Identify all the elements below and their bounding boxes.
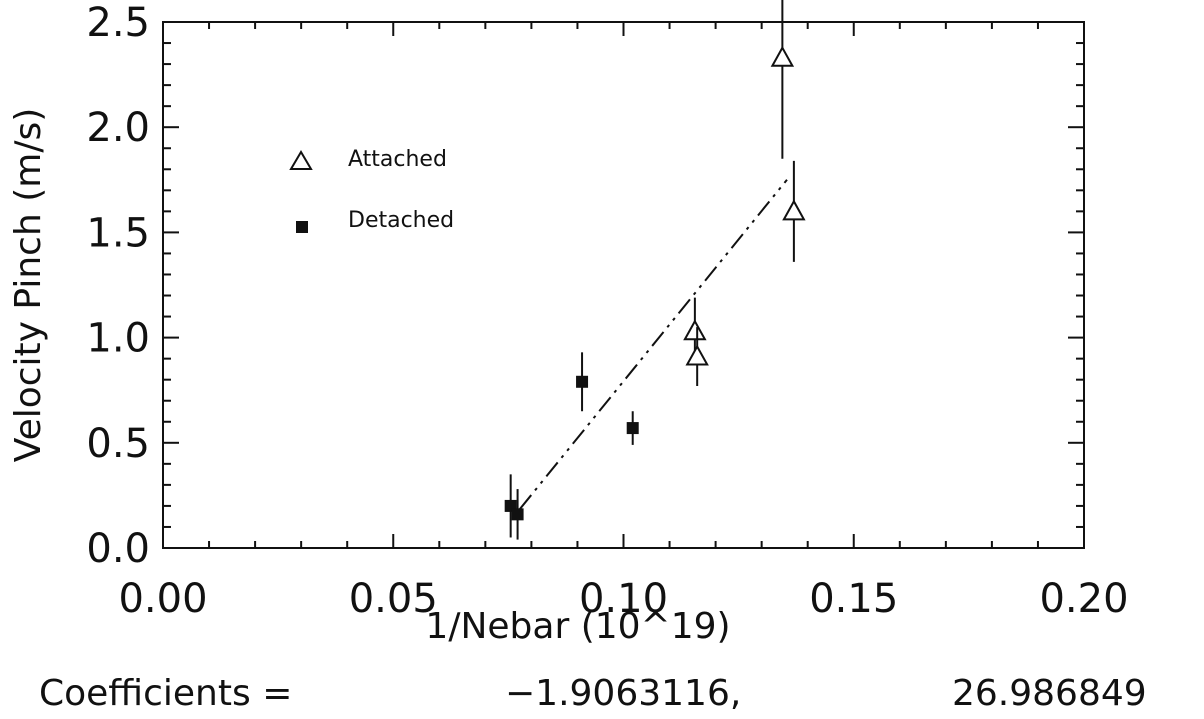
detached-point [511, 508, 524, 521]
axis-ticks [162, 21, 1085, 549]
y-tick-label: 1.5 [86, 210, 150, 256]
legend-attached-marker [289, 150, 313, 170]
coefficient-slope: 26.986849 [952, 673, 1147, 714]
legend-detached-marker [296, 221, 308, 233]
detached-point [626, 422, 639, 435]
x-axis-label: 1/Nebar (10^19) [425, 606, 730, 647]
detached-point [576, 375, 589, 388]
x-tick-label: 0.15 [809, 576, 898, 622]
y-tick-label: 0.5 [86, 421, 150, 467]
x-tick-label: 0.10 [579, 576, 668, 622]
x-tick-label: 0.20 [1039, 576, 1128, 622]
x-tick-label: 0.00 [118, 576, 207, 622]
fit-line-group [519, 179, 788, 510]
attached-point [782, 199, 806, 221]
y-tick-label: 0.0 [86, 526, 150, 572]
y-tick-label: 2.5 [86, 0, 150, 46]
data-points-group [504, 0, 806, 540]
attached-point [685, 344, 709, 366]
fit-line [519, 179, 788, 510]
y-tick-label: 1.0 [86, 316, 150, 362]
y-axis-label: Velocity Pinch (m/s) [8, 108, 49, 463]
legend-detached-label: Detached [348, 208, 454, 233]
x-tick-label: 0.05 [349, 576, 438, 622]
tick-labels-group: 0.00 0.05 0.10 0.15 0.20 0.0 0.5 1.0 1.5 2.0 2.5 [86, 0, 1128, 622]
coefficient-intercept: −1.9063116, [505, 673, 741, 714]
legend: Attached Detached [289, 147, 454, 233]
coefficients-annotation: Coefficients = −1.9063116, 26.986849 [39, 673, 1147, 714]
attached-point [683, 319, 707, 341]
y-tick-label: 2.0 [86, 105, 150, 151]
legend-attached-label: Attached [348, 147, 447, 172]
attached-point [770, 45, 795, 67]
coefficients-label: Coefficients = [39, 673, 292, 714]
plot-frame [162, 21, 1085, 549]
